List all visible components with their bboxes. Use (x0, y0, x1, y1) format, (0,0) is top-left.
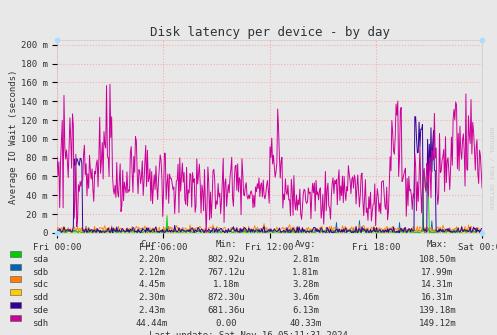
Text: 1.18m: 1.18m (213, 280, 240, 289)
Text: 3.28m: 3.28m (292, 280, 319, 289)
Text: Avg:: Avg: (295, 240, 317, 249)
Text: sdb: sdb (32, 268, 48, 277)
Text: 40.33m: 40.33m (290, 319, 322, 328)
Text: 44.44m: 44.44m (136, 319, 167, 328)
Text: 16.31m: 16.31m (421, 293, 453, 302)
Y-axis label: Average IO Wait (seconds): Average IO Wait (seconds) (9, 69, 18, 204)
Text: sde: sde (32, 306, 48, 315)
Text: Min:: Min: (215, 240, 237, 249)
Text: 6.13m: 6.13m (292, 306, 319, 315)
Text: 17.99m: 17.99m (421, 268, 453, 277)
Text: 149.12m: 149.12m (418, 319, 456, 328)
Text: 1.81m: 1.81m (292, 268, 319, 277)
Text: 108.50m: 108.50m (418, 255, 456, 264)
Text: 0.00: 0.00 (215, 319, 237, 328)
Text: sdh: sdh (32, 319, 48, 328)
Text: sda: sda (32, 255, 48, 264)
Text: Max:: Max: (426, 240, 448, 249)
Text: Last update: Sat Nov 16 05:11:31 2024: Last update: Sat Nov 16 05:11:31 2024 (149, 331, 348, 335)
Text: 3.46m: 3.46m (292, 293, 319, 302)
Text: Cur:: Cur: (141, 240, 163, 249)
Text: 4.45m: 4.45m (138, 280, 165, 289)
Title: Disk latency per device - by day: Disk latency per device - by day (150, 26, 390, 39)
Text: 802.92u: 802.92u (207, 255, 245, 264)
Text: 139.18m: 139.18m (418, 306, 456, 315)
Text: 2.81m: 2.81m (292, 255, 319, 264)
Text: sdd: sdd (32, 293, 48, 302)
Text: 767.12u: 767.12u (207, 268, 245, 277)
Text: RRDTOOL / TOBI OETIKER: RRDTOOL / TOBI OETIKER (489, 127, 494, 210)
Text: 2.43m: 2.43m (138, 306, 165, 315)
Text: 14.31m: 14.31m (421, 280, 453, 289)
Text: sdc: sdc (32, 280, 48, 289)
Text: 872.30u: 872.30u (207, 293, 245, 302)
Text: 2.30m: 2.30m (138, 293, 165, 302)
Text: 2.12m: 2.12m (138, 268, 165, 277)
Text: 2.20m: 2.20m (138, 255, 165, 264)
Text: 681.36u: 681.36u (207, 306, 245, 315)
